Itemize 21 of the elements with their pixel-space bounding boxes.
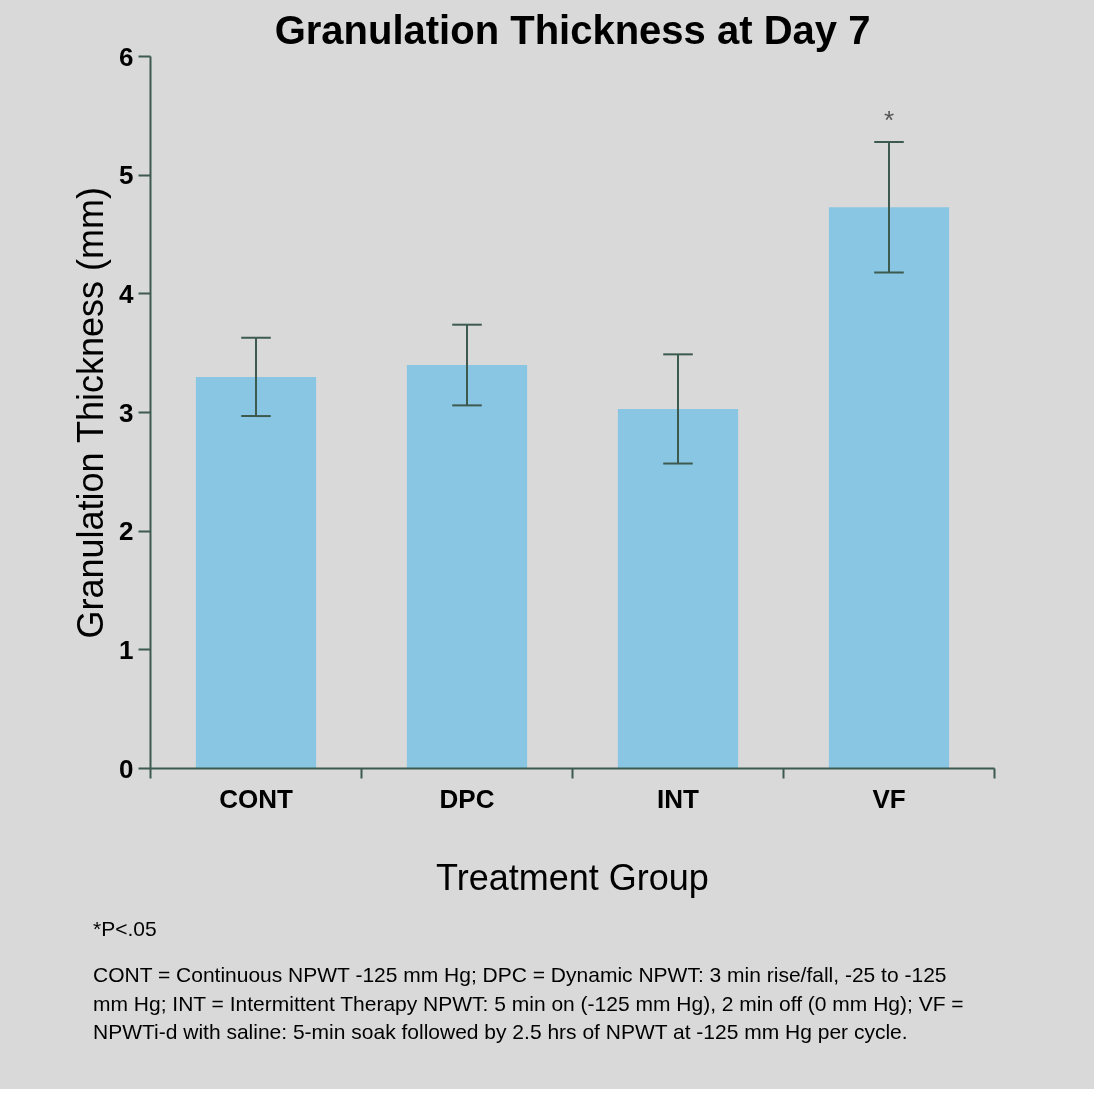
x-tick-label: CONT xyxy=(219,783,293,814)
y-tick-label: 6 xyxy=(119,41,134,72)
bar xyxy=(406,365,528,769)
x-tick-label: DPC xyxy=(439,783,495,814)
y-tick-label: 0 xyxy=(119,753,134,784)
text: *P<.05 xyxy=(93,916,158,942)
y-tick-label: 1 xyxy=(119,634,134,665)
bar xyxy=(617,408,739,769)
y-tick-label: 5 xyxy=(119,160,134,191)
chart-title: Granulation Thickness at Day 7 xyxy=(274,7,871,52)
text: CONT = Continuous NPWT -125 mm Hg; DPC = Dynamic NPWT: 3 min rise/fall, -25 to -125 mm Hg; INT = Intermittent Therapy NPWT: 5 min on (-125 mm Hg), 2 min off (0 mm Hg); VF = NPWTi-d with saline: 5-min soak followed by 2.5 hrs of NPWT at -125 mm Hg per cycle. xyxy=(93,962,965,1046)
bar xyxy=(828,207,950,769)
x-axis-title: Treatment Group xyxy=(436,856,709,898)
annotation: * xyxy=(883,104,895,135)
x-tick-label: VF xyxy=(872,783,906,814)
x-tick-label: INT xyxy=(657,783,700,814)
bar xyxy=(195,376,317,769)
y-tick-label: 2 xyxy=(119,516,134,547)
y-tick-label: 3 xyxy=(119,397,134,428)
y-tick-label: 4 xyxy=(119,278,135,309)
y-axis-title: Granulation Thickness (mm) xyxy=(70,187,112,639)
